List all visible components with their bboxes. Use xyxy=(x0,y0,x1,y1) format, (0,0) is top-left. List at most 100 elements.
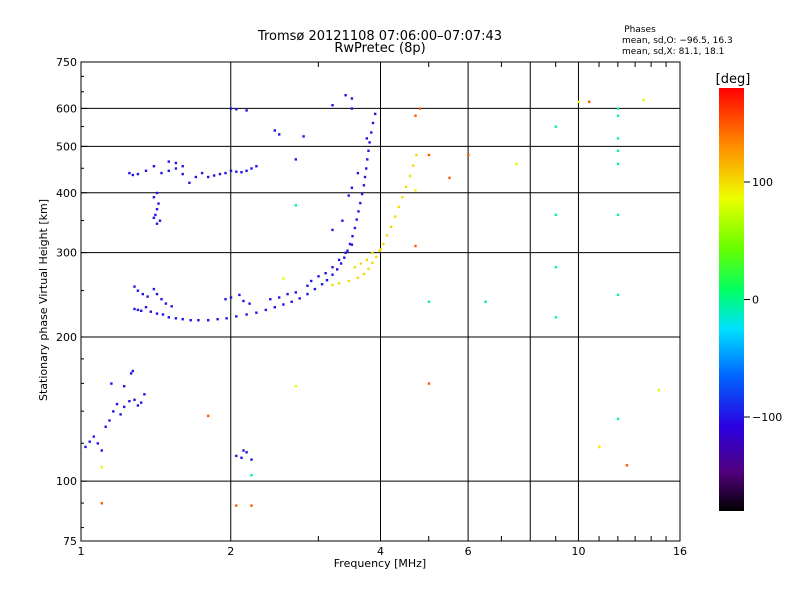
data-point xyxy=(136,172,140,176)
data-point xyxy=(207,175,210,179)
data-point xyxy=(554,213,558,217)
data-point xyxy=(216,318,219,321)
data-point xyxy=(302,135,305,138)
data-point xyxy=(174,317,178,320)
data-point xyxy=(427,300,431,303)
data-point xyxy=(167,316,170,319)
colorbar-tick-label: −100 xyxy=(752,411,782,424)
data-point xyxy=(242,299,245,303)
data-point xyxy=(170,305,173,308)
data-point xyxy=(136,289,140,292)
data-point xyxy=(115,402,119,406)
y-tick-label: 200 xyxy=(56,331,77,344)
data-point xyxy=(343,256,346,259)
data-point xyxy=(84,445,87,449)
data-point xyxy=(306,292,309,296)
data-point xyxy=(141,292,144,296)
data-point xyxy=(365,258,368,262)
data-point xyxy=(365,137,368,140)
data-point xyxy=(149,310,152,313)
chart-subtitle: RwPretec (8p) xyxy=(334,41,425,56)
data-point xyxy=(588,100,591,103)
data-point xyxy=(378,249,381,252)
data-point xyxy=(344,251,347,254)
data-point xyxy=(167,169,170,172)
data-point xyxy=(414,244,417,248)
data-point xyxy=(294,204,297,207)
colorbar-ticks: 100 0 −100 xyxy=(744,176,782,424)
data-point xyxy=(616,162,620,166)
data-point xyxy=(152,165,156,168)
data-point xyxy=(367,267,370,270)
data-point xyxy=(448,176,451,180)
x-axis-label: Frequency [MHz] xyxy=(334,557,426,570)
data-point xyxy=(294,385,297,388)
data-point xyxy=(133,398,136,401)
data-point xyxy=(250,474,253,477)
data-point xyxy=(235,454,238,458)
data-point xyxy=(240,171,243,174)
data-point xyxy=(264,308,267,312)
data-point xyxy=(467,153,470,157)
data-point xyxy=(616,114,620,117)
data-point xyxy=(235,170,238,173)
data-point xyxy=(278,296,281,299)
data-point xyxy=(359,201,362,205)
data-point xyxy=(131,369,134,373)
data-point xyxy=(616,107,620,110)
data-point xyxy=(427,153,431,157)
data-point xyxy=(278,133,281,136)
data-point xyxy=(484,300,487,303)
data-point xyxy=(331,266,334,269)
data-point xyxy=(189,319,192,322)
data-point xyxy=(245,169,248,172)
data-point xyxy=(324,272,327,275)
data-point xyxy=(351,235,354,238)
x-tick-label: 4 xyxy=(377,545,384,558)
data-point xyxy=(554,125,558,128)
data-point xyxy=(282,277,285,280)
data-point xyxy=(110,382,113,385)
data-point xyxy=(306,284,309,287)
data-point xyxy=(337,282,341,285)
data-point xyxy=(346,249,349,252)
data-point xyxy=(158,219,162,222)
data-point xyxy=(245,451,248,454)
data-point xyxy=(207,319,210,322)
data-point xyxy=(155,222,159,225)
data-point xyxy=(188,181,191,184)
data-point xyxy=(174,161,178,165)
data-point xyxy=(616,417,620,421)
data-point xyxy=(350,97,354,100)
data-point xyxy=(207,414,210,418)
data-point xyxy=(325,279,329,282)
data-point xyxy=(427,382,431,385)
data-point xyxy=(152,287,156,291)
data-point xyxy=(368,141,371,144)
data-point xyxy=(616,213,620,217)
data-point xyxy=(313,287,317,291)
data-point xyxy=(157,202,160,205)
data-point xyxy=(350,107,354,110)
data-point xyxy=(160,171,163,175)
data-point xyxy=(353,226,357,230)
data-point xyxy=(181,172,184,176)
y-tick-label: 500 xyxy=(56,140,77,153)
data-point xyxy=(123,385,126,388)
colorbar-label: [deg] xyxy=(716,72,751,87)
data-point xyxy=(356,171,360,175)
y-tick-label: 400 xyxy=(56,187,77,200)
data-point xyxy=(379,248,382,251)
data-point xyxy=(143,393,146,396)
data-point xyxy=(123,405,126,409)
data-point xyxy=(282,303,285,306)
data-points xyxy=(84,94,661,507)
colorbar xyxy=(719,88,744,511)
x-tick-label: 1 xyxy=(78,545,85,558)
data-point xyxy=(415,153,418,157)
data-point xyxy=(212,174,216,177)
data-point xyxy=(337,258,341,262)
data-point xyxy=(100,502,103,505)
chart-title: Tromsø 20121108 07:06:00–07:07:43 xyxy=(257,29,502,44)
